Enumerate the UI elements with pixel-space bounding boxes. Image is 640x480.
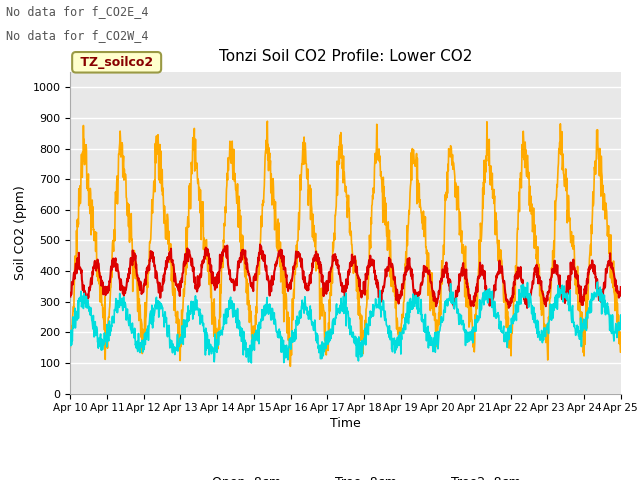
Tree -8cm xyxy=(250,340,258,346)
Line: Tree2 -8cm: Tree2 -8cm xyxy=(70,282,621,363)
Tree2 -8cm xyxy=(617,312,625,318)
Open -8cm xyxy=(256,241,264,247)
Legend: Open -8cm, Tree -8cm, Tree2 -8cm: Open -8cm, Tree -8cm, Tree2 -8cm xyxy=(166,470,525,480)
Tree -8cm xyxy=(67,345,74,350)
Tree -8cm xyxy=(287,363,294,369)
Text: No data for f_CO2E_4: No data for f_CO2E_4 xyxy=(6,5,149,18)
Tree -8cm xyxy=(189,135,196,141)
Tree -8cm xyxy=(617,349,625,355)
X-axis label: Time: Time xyxy=(330,418,361,431)
Open -8cm xyxy=(431,298,439,304)
Open -8cm xyxy=(552,263,560,268)
Tree2 -8cm xyxy=(504,345,511,350)
Tree -8cm xyxy=(175,342,183,348)
Text: TZ_soilco2: TZ_soilco2 xyxy=(76,56,157,69)
Open -8cm xyxy=(617,284,625,290)
Title: Tonzi Soil CO2 Profile: Lower CO2: Tonzi Soil CO2 Profile: Lower CO2 xyxy=(219,49,472,64)
Tree2 -8cm xyxy=(175,342,183,348)
Tree -8cm xyxy=(432,332,440,338)
Tree2 -8cm xyxy=(67,341,74,347)
Tree -8cm xyxy=(504,309,511,314)
Tree2 -8cm xyxy=(594,279,602,285)
Tree2 -8cm xyxy=(431,349,439,355)
Y-axis label: Soil CO2 (ppm): Soil CO2 (ppm) xyxy=(14,185,27,280)
Text: No data for f_CO2W_4: No data for f_CO2W_4 xyxy=(6,29,149,42)
Open -8cm xyxy=(504,299,511,304)
Line: Tree -8cm: Tree -8cm xyxy=(70,121,621,366)
Tree -8cm xyxy=(552,197,560,203)
Tree2 -8cm xyxy=(189,316,196,322)
Tree -8cm xyxy=(264,119,271,124)
Open -8cm xyxy=(189,268,196,274)
Open -8cm xyxy=(250,276,258,281)
Line: Open -8cm: Open -8cm xyxy=(70,244,621,308)
Open -8cm xyxy=(67,294,74,300)
Tree2 -8cm xyxy=(552,292,559,298)
Tree2 -8cm xyxy=(251,331,259,336)
Open -8cm xyxy=(450,305,458,311)
Tree2 -8cm xyxy=(248,360,255,366)
Open -8cm xyxy=(175,288,183,294)
